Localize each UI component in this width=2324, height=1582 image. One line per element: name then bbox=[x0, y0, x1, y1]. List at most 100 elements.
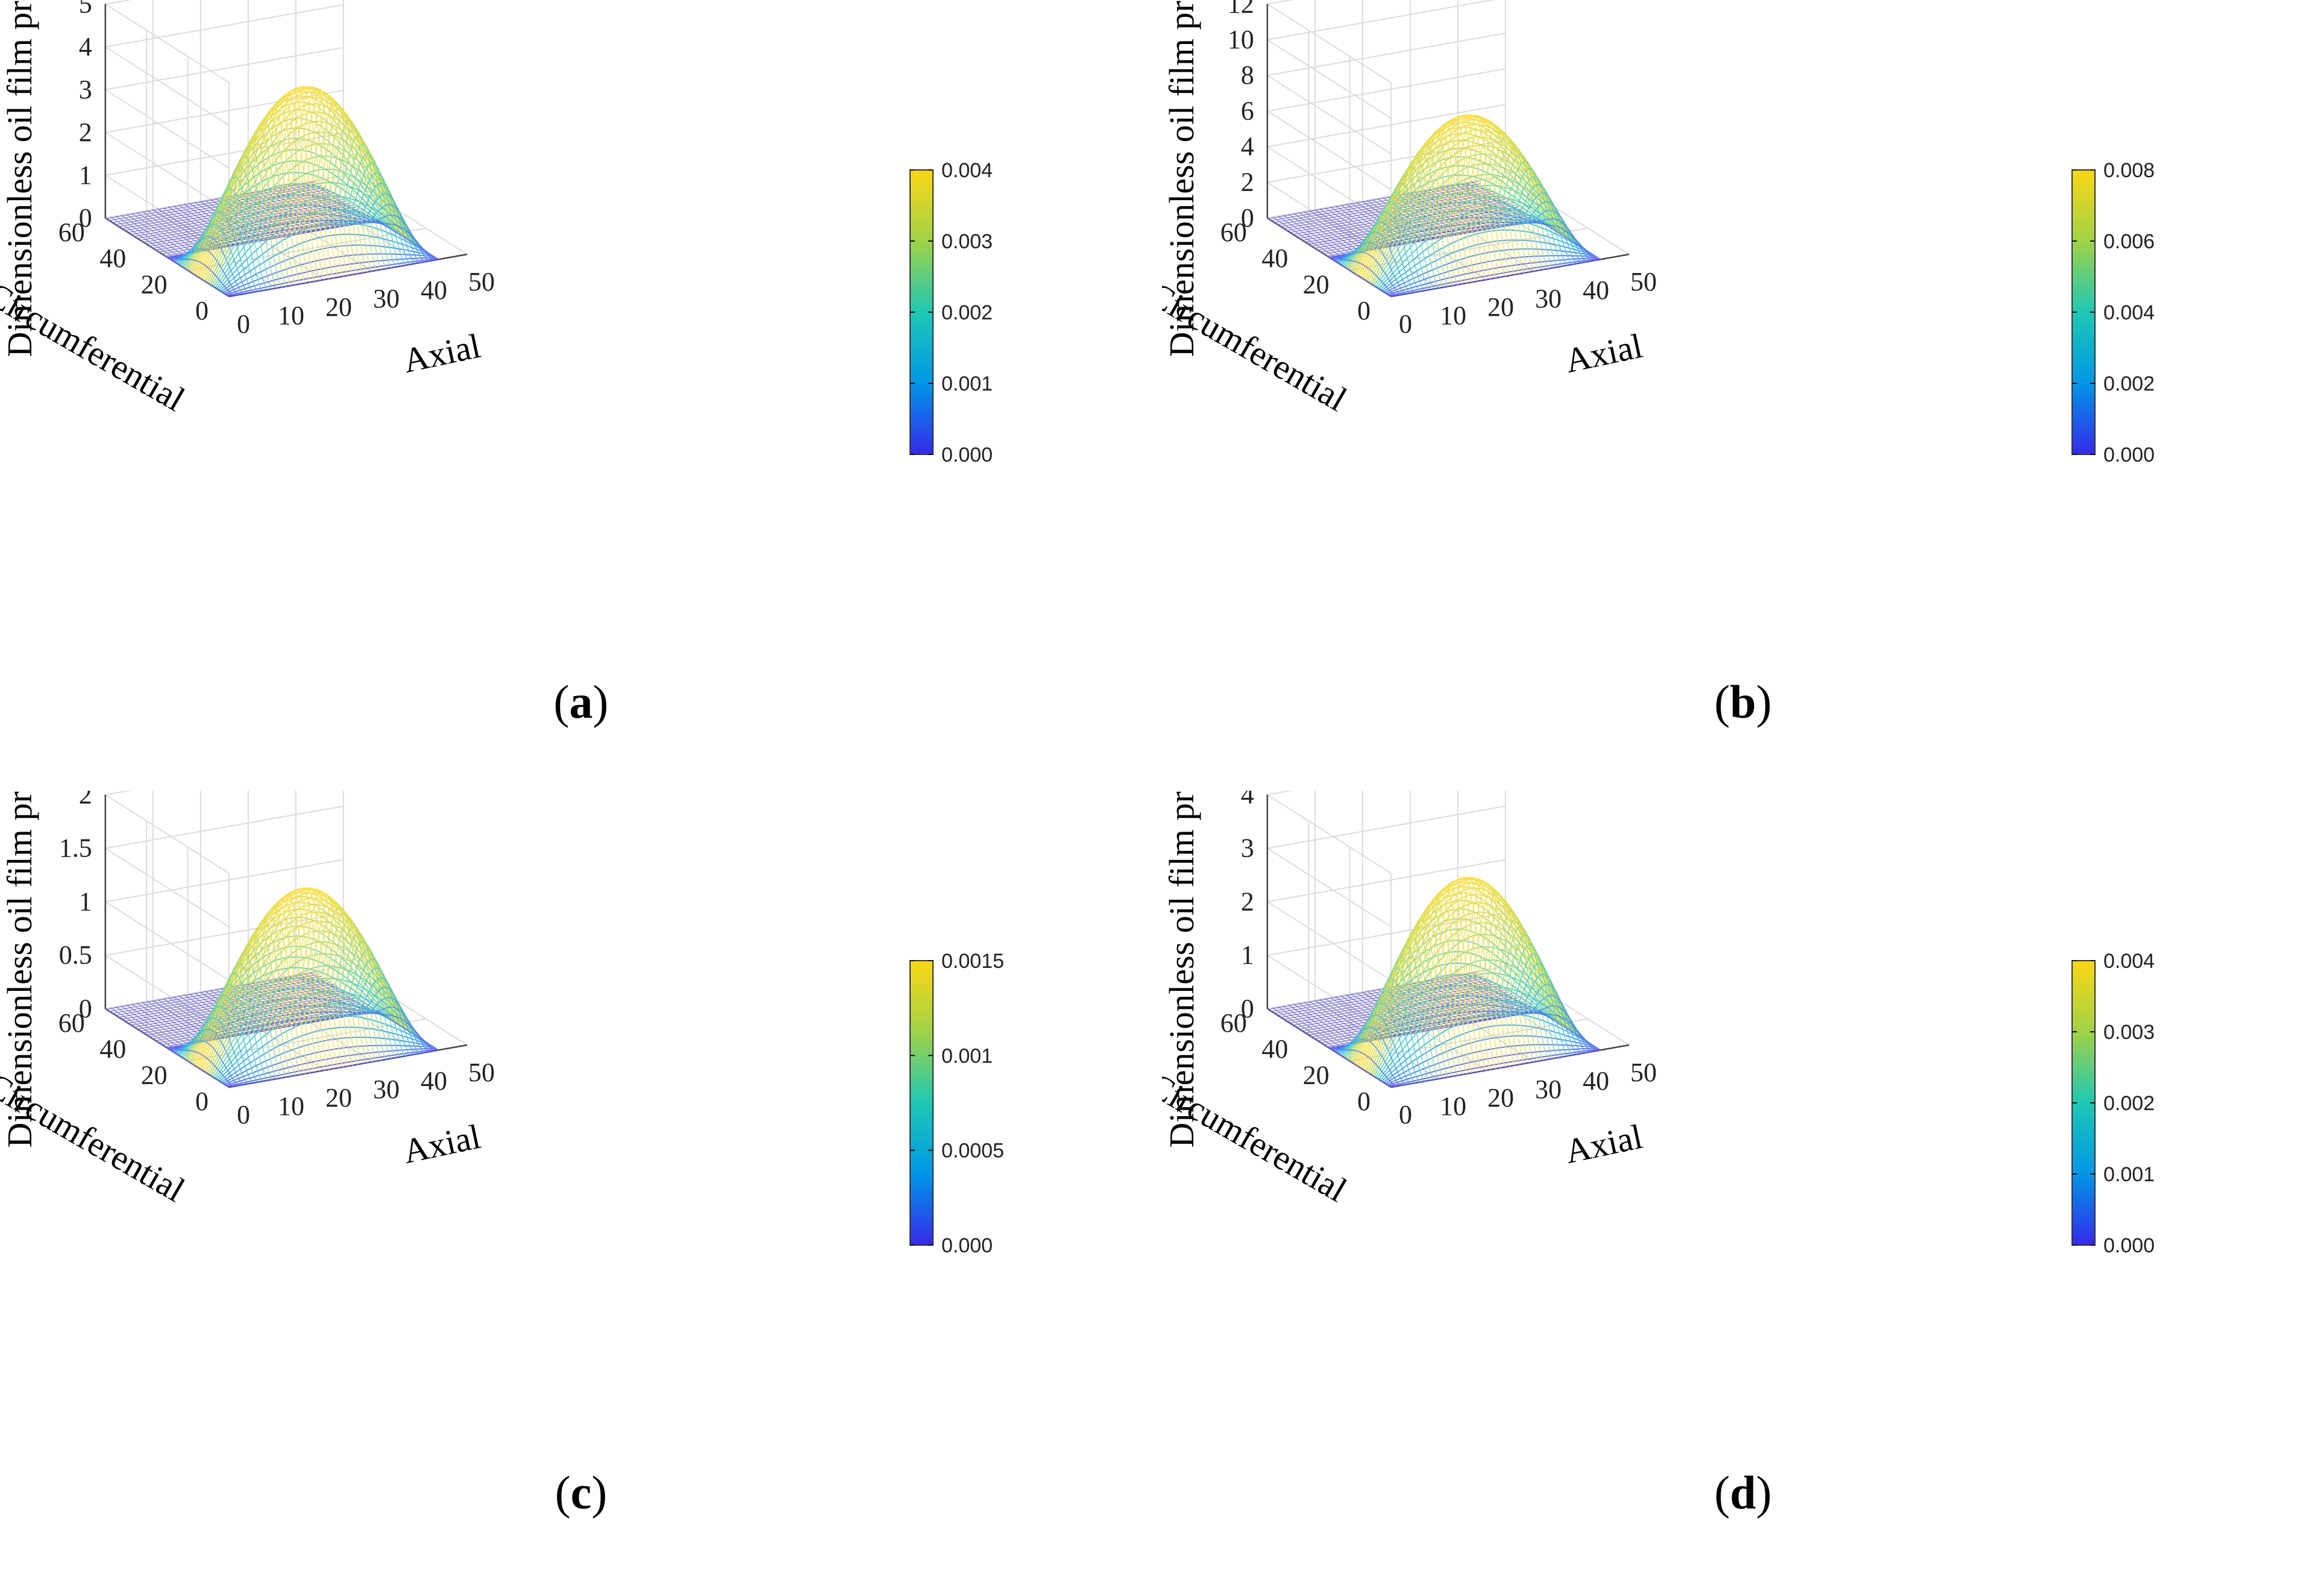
mesh-curve-axial bbox=[328, 135, 392, 268]
colorbar-tick-label: 0.000 bbox=[941, 444, 993, 466]
mesh-curve-axial bbox=[166, 1047, 230, 1088]
colorbar-tick-label: 0.000 bbox=[2103, 1234, 2155, 1257]
x-tick-label: 0 bbox=[1399, 309, 1412, 339]
mesh-curve-axial bbox=[1462, 887, 1525, 1064]
caption-letter-c: c bbox=[570, 1466, 592, 1519]
colorbar-tick-label: 0.001 bbox=[2103, 1163, 2155, 1186]
mesh-curve-axial bbox=[290, 891, 354, 1066]
x-tick-label: 30 bbox=[373, 284, 400, 313]
z-tick-label: 1 bbox=[79, 887, 92, 916]
surface-plot-c: 01020304050020406000.511.52×10⁻³Dimensio… bbox=[0, 791, 1004, 1257]
mesh-line-flat bbox=[1450, 976, 1513, 1016]
colorbar-tick-label: 0.006 bbox=[2103, 230, 2155, 253]
colorbar-tick-label: 0.002 bbox=[2103, 1092, 2155, 1115]
z-tick-label: 0.5 bbox=[59, 940, 92, 970]
mesh-curve-axial bbox=[304, 101, 368, 272]
mesh-curve-axial bbox=[233, 120, 297, 285]
y-tick-label: 0 bbox=[1357, 1087, 1371, 1116]
mesh-line-flat bbox=[288, 976, 351, 1016]
mesh-curve-axial bbox=[1424, 880, 1487, 1071]
colorbar-d: 0.000 0.001 0.002 0.003 0.004 bbox=[2071, 950, 2155, 1257]
mesh-curve-axial bbox=[214, 953, 277, 1079]
mesh-curve-axial bbox=[1428, 878, 1492, 1070]
wall-grid-z bbox=[1266, 0, 1495, 119]
y-tick-label: 0 bbox=[195, 296, 209, 325]
x-tick-label: 10 bbox=[1440, 1091, 1466, 1121]
mesh-curve-axial bbox=[1471, 897, 1534, 1063]
z-tick-label: 0 bbox=[1241, 994, 1254, 1023]
x-tick-label: 20 bbox=[1487, 292, 1514, 322]
mesh-line-flat bbox=[131, 213, 194, 253]
surface-mesh-d bbox=[1267, 876, 1601, 1088]
z-tick-label: 3 bbox=[79, 75, 92, 104]
caption-letter-d: d bbox=[1730, 1466, 1756, 1519]
mesh-line-flat bbox=[1288, 1004, 1351, 1045]
y-tick-label: 20 bbox=[141, 270, 168, 300]
x-tick-label: 0 bbox=[237, 309, 250, 339]
mesh-line-flat bbox=[1304, 211, 1366, 251]
colorbar-tick-label: 0.008 bbox=[2103, 159, 2155, 182]
wall-grid-z bbox=[1266, 0, 1392, 83]
mesh-curve-axial bbox=[1377, 174, 1439, 289]
y-tick-label: 0 bbox=[1357, 296, 1371, 325]
mesh-curve-axial bbox=[1524, 210, 1587, 263]
mesh-curve-axial bbox=[1395, 911, 1459, 1076]
x-tick-label: 40 bbox=[421, 275, 447, 305]
mesh-curve-axial bbox=[328, 932, 392, 1059]
mesh-curve-axial bbox=[1343, 242, 1406, 295]
mesh-line-flat bbox=[142, 1002, 204, 1042]
mesh-curve-axial bbox=[233, 920, 297, 1076]
mesh-line-flat bbox=[1272, 1007, 1335, 1048]
mesh-line-flat bbox=[1267, 218, 1330, 258]
mesh-curve-axial bbox=[262, 891, 325, 1071]
x-tick-label: 40 bbox=[1583, 1066, 1609, 1096]
mesh-curve-axial bbox=[1490, 154, 1554, 268]
mesh-curve-axial bbox=[1357, 990, 1421, 1083]
mesh-line-flat bbox=[1293, 1003, 1356, 1044]
surface-mesh-b bbox=[1267, 114, 1601, 297]
mesh-line-flat bbox=[199, 201, 262, 241]
mesh-line-flat bbox=[136, 1002, 199, 1043]
mesh-curve-axial bbox=[1348, 1014, 1411, 1084]
mesh-curve-axial bbox=[1481, 910, 1544, 1061]
colorbar-gradient bbox=[909, 960, 934, 1246]
mesh-line-flat bbox=[247, 983, 309, 1023]
mesh-line-flat bbox=[131, 1003, 194, 1044]
mesh-line-flat bbox=[121, 215, 183, 255]
z-tick-label: 0 bbox=[79, 203, 92, 233]
colorbar-tick-label: 0.004 bbox=[2103, 301, 2155, 324]
mesh-curve-axial bbox=[171, 1046, 234, 1087]
mesh-curve-axial bbox=[1505, 176, 1568, 266]
colorbar-tick-label: 0.003 bbox=[2103, 1021, 2155, 1044]
mesh-curve-axial bbox=[195, 994, 259, 1083]
mesh-line-flat bbox=[121, 1005, 183, 1046]
mesh-curve-circ bbox=[1390, 259, 1601, 297]
colorbar-a: 0.000 0.001 0.002 0.003 0.004 bbox=[909, 159, 993, 466]
mesh-curve-axial bbox=[333, 941, 397, 1058]
x-tick-label: 30 bbox=[1535, 1075, 1562, 1104]
x-axis-label: Axial bbox=[400, 1117, 484, 1171]
mesh-curve-axial bbox=[1538, 219, 1601, 260]
mesh-line-flat bbox=[288, 185, 351, 225]
x-tick-label: 0 bbox=[237, 1100, 250, 1129]
y-tick-label: 20 bbox=[1303, 270, 1330, 300]
mesh-curve-axial bbox=[295, 93, 359, 274]
mesh-curve-axial bbox=[186, 1017, 249, 1085]
mesh-curve-axial bbox=[1386, 927, 1449, 1078]
mesh-curve-axial bbox=[295, 893, 359, 1065]
panel-d: 01020304050020406001234×10⁻³Dimensionles… bbox=[1162, 791, 2324, 1581]
mesh-curve-axial bbox=[176, 1040, 239, 1086]
mesh-curve-axial bbox=[271, 86, 334, 278]
mesh-curve-axial bbox=[319, 119, 382, 270]
mesh-curve-axial bbox=[376, 1010, 439, 1051]
x-tick-label: 30 bbox=[1535, 284, 1562, 313]
mesh-curve-axial bbox=[1352, 1002, 1416, 1084]
x-tick-label: 50 bbox=[1630, 267, 1657, 297]
mesh-curve-axial bbox=[304, 901, 368, 1063]
z-tick-label: 8 bbox=[1241, 60, 1254, 90]
mesh-curve-axial bbox=[1476, 135, 1539, 271]
mesh-line-flat bbox=[162, 207, 225, 248]
